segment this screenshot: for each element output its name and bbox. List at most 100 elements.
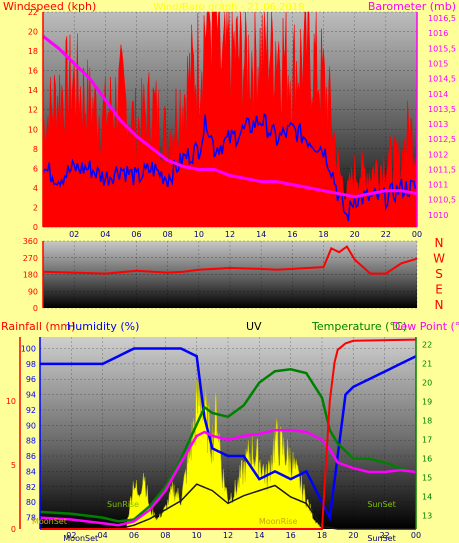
barometer-tick-label: 1013 — [428, 120, 448, 129]
compass-letter: N — [435, 236, 444, 250]
windspeed-tick-label: 0 — [33, 223, 38, 232]
astro-event-label: SunSet — [367, 534, 395, 543]
temperature-tick-label: 15 — [422, 474, 432, 483]
winddir-tick-label: 360 — [23, 237, 38, 246]
windspeed-tick-label: 10 — [28, 125, 38, 134]
humidity-tick-label: 82 — [26, 483, 36, 492]
rainfall-tick-label: 5 — [11, 461, 16, 470]
hour-tick-label: 02 — [69, 230, 79, 239]
hour-tick-label: 14 — [254, 531, 264, 540]
hour-tick-label: 10 — [194, 230, 204, 239]
windspeed-tick-label: 16 — [28, 67, 38, 76]
weather-x-ticks: 02 04 06 08 10 12 14 16 18 20 22 00 — [66, 531, 421, 540]
temperature-tick-label: 19 — [422, 398, 432, 407]
baro-y-ticks: 1010 1010,5 1011 1011,5 1012 1012,5 1013 1013,5… — [428, 14, 456, 220]
hour-tick-label: 18 — [318, 230, 328, 239]
astro-event-label: MoonSet — [32, 517, 67, 526]
barometer-tick-label: 1015,5 — [428, 44, 456, 53]
hour-tick-label: 16 — [286, 531, 296, 540]
barometer-series — [42, 35, 418, 199]
temperature-axis-label: Temperature (°C) — [311, 320, 407, 333]
winddir-tick-label: 180 — [23, 271, 38, 280]
wind-x-ticks: 02 04 06 08 10 12 14 16 18 20 22 00 — [69, 230, 422, 239]
hour-tick-label: 00 — [411, 531, 421, 540]
hour-tick-label: 06 — [131, 230, 141, 239]
rainfall-tick-label: 0 — [11, 525, 16, 534]
temperature-tick-label: 22 — [422, 341, 432, 350]
astro-event-label: SunSet — [367, 500, 395, 509]
chart-title: Wind/Baro graph - 21.06.2018 — [153, 2, 304, 13]
humidity-tick-label: 80 — [26, 498, 36, 507]
astro-event-label: MoonSet — [63, 534, 98, 543]
barometer-tick-label: 1016 — [428, 29, 448, 38]
windspeed-tick-label: 8 — [33, 145, 38, 154]
dewpoint-axis-label: Dew Point (°C) — [392, 320, 459, 333]
windspeed-tick-label: 4 — [33, 184, 38, 193]
hour-tick-label: 18 — [317, 531, 327, 540]
barometer-tick-label: 1010,5 — [428, 196, 456, 205]
hour-tick-label: 08 — [163, 230, 173, 239]
barometer-axis-label: Barometer (mb) — [368, 0, 456, 13]
uv-axis-label: UV — [246, 320, 262, 333]
barometer-tick-label: 1011 — [428, 181, 448, 190]
humidity-tick-label: 92 — [26, 406, 36, 415]
temperature-tick-label: 18 — [422, 417, 432, 426]
hour-tick-label: 20 — [348, 531, 358, 540]
rain-ticks: 0 5 10 — [6, 397, 16, 534]
hour-tick-label: 14 — [256, 230, 266, 239]
hour-tick-label: 12 — [225, 230, 235, 239]
windspeed-tick-label: 14 — [28, 86, 38, 95]
windspeed-axis-label: Windspeed (kph) — [3, 0, 96, 13]
hour-tick-label: 22 — [380, 531, 390, 540]
uv-series — [40, 483, 416, 530]
humidity-tick-label: 90 — [26, 421, 36, 430]
compass-letter: N — [435, 298, 444, 312]
hour-tick-label: 10 — [192, 531, 202, 540]
hour-tick-label: 04 — [98, 531, 108, 540]
windspeed-tick-label: 20 — [28, 28, 38, 37]
rainfall-axis-label: Rainfall (mm) — [1, 320, 75, 333]
hour-tick-label: 08 — [160, 531, 170, 540]
wind-y-ticks: 0 2 4 6 8 10 12 14 16 18 20 22 — [28, 8, 38, 232]
windspeed-tick-label: 18 — [28, 47, 38, 56]
humidity-tick-label: 100 — [21, 345, 36, 354]
hour-tick-label: 04 — [100, 230, 110, 239]
barometer-tick-label: 1010 — [428, 211, 448, 220]
humidity-axis-label: Humidity (%) — [67, 320, 139, 333]
windspeed-tick-label: 6 — [33, 164, 38, 173]
barometer-tick-label: 1016,5 — [428, 14, 456, 23]
windspeed-tick-label: 22 — [28, 8, 38, 17]
astro-event-label: SunRise — [107, 500, 139, 509]
barometer-tick-label: 1014,5 — [428, 75, 456, 84]
humidity-tick-label: 88 — [26, 437, 36, 446]
barometer-tick-label: 1011,5 — [428, 165, 456, 174]
windspeed-tick-label: 2 — [33, 203, 38, 212]
hour-tick-label: 06 — [129, 531, 139, 540]
temperature-tick-label: 16 — [422, 455, 432, 464]
temperature-tick-label: 14 — [422, 493, 432, 502]
humidity-tick-label: 86 — [26, 452, 36, 461]
barometer-tick-label: 1014 — [428, 90, 448, 99]
hour-tick-label: 12 — [223, 531, 233, 540]
barometer-tick-label: 1013,5 — [428, 105, 456, 114]
winddir-series — [42, 245, 418, 275]
hour-tick-label: 20 — [350, 230, 360, 239]
compass-letter: W — [433, 252, 445, 266]
temperature-ticks: 13 14 15 16 17 18 19 20 21 22 — [422, 341, 432, 521]
astro-events: MoonSet SunRise MoonRise SunSet MoonSet SunSe… — [32, 500, 396, 543]
compass-letter: S — [435, 267, 443, 281]
rainfall-tick-label: 10 — [6, 397, 16, 406]
barometer-tick-label: 1015 — [428, 59, 448, 68]
temperature-tick-label: 17 — [422, 436, 432, 445]
humidity-series — [40, 347, 417, 522]
barometer-tick-label: 1012,5 — [428, 135, 456, 144]
humidity-tick-label: 98 — [26, 360, 36, 369]
humidity-tick-label: 78 — [26, 513, 36, 522]
hour-tick-label: 02 — [66, 531, 76, 540]
hour-tick-label: 16 — [287, 230, 297, 239]
hour-tick-label: 22 — [381, 230, 391, 239]
humidity-tick-label: 96 — [26, 375, 36, 384]
winddir-tick-label: 270 — [23, 254, 38, 263]
